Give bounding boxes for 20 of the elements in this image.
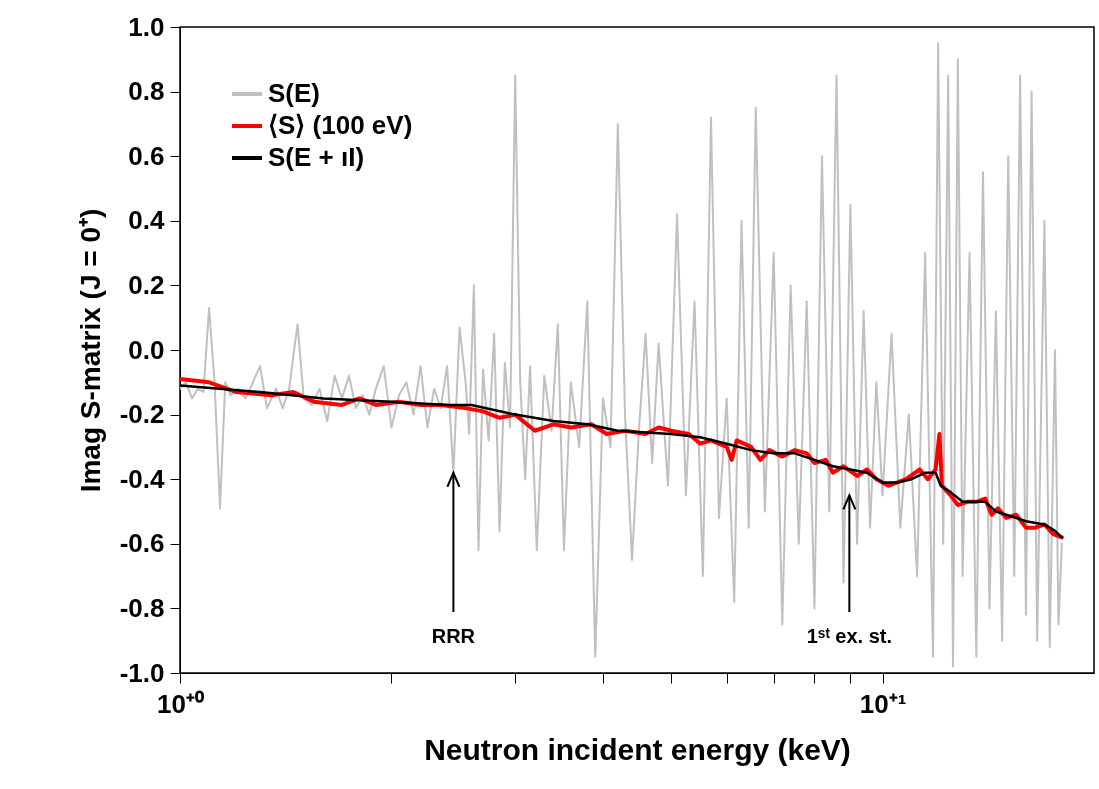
legend-label: ⟨S⟩ (100 eV) [268, 110, 413, 140]
y-axis-title: Imag S-matrix (J = 0⁺) [74, 208, 106, 493]
legend-label: S(E) [268, 78, 320, 108]
y-tick-label: 0.0 [128, 334, 165, 365]
y-tick-label: -0.4 [119, 463, 166, 494]
y-tick-label: -1.0 [119, 657, 165, 688]
x-axis-title: Neutron incident energy (keV) [424, 732, 851, 766]
x-tick-label: 10⁺⁰ [157, 688, 205, 719]
annotation: 1ˢᵗ ex. st. [806, 625, 892, 647]
annotation: RRR [431, 625, 476, 647]
y-tick-label: 0.6 [128, 140, 165, 171]
y-tick-label: 0.4 [128, 205, 166, 236]
y-tick-label: 1.0 [128, 11, 165, 42]
y-tick-label: 0.8 [128, 76, 165, 107]
x-tick-label: 10⁺¹ [859, 688, 907, 719]
y-tick-label: -0.2 [119, 399, 165, 430]
y-tick-label: 0.2 [128, 269, 165, 300]
y-tick-label: -0.6 [119, 528, 165, 559]
y-tick-label: -0.8 [119, 592, 165, 623]
legend-label: S(E + ıI) [268, 142, 365, 172]
